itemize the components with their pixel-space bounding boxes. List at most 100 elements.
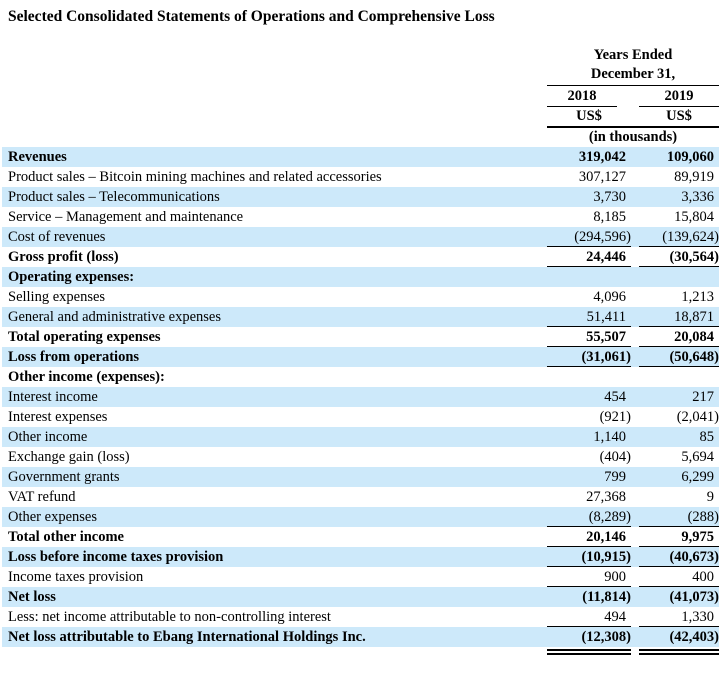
row-label: Service – Management and maintenance bbox=[8, 209, 244, 225]
amount: 15,804 bbox=[674, 209, 714, 225]
value-2019: 217 bbox=[639, 387, 719, 407]
value-2018: (12,308) bbox=[547, 627, 631, 647]
amount: (10,915) bbox=[581, 548, 631, 565]
amount: (40,673) bbox=[669, 548, 719, 565]
value-2019: 9,975 bbox=[639, 527, 719, 547]
statement-row: Product sales – Bitcoin mining machines … bbox=[2, 167, 719, 187]
value-2018: 454 bbox=[547, 387, 631, 407]
statement-row: Other income (expenses): bbox=[2, 367, 719, 387]
column-gap bbox=[631, 387, 639, 407]
value-2018 bbox=[547, 267, 631, 287]
statement-title: Selected Consolidated Statements of Oper… bbox=[8, 8, 495, 25]
amount: 89,919 bbox=[674, 169, 714, 185]
value-2018: 319,042 bbox=[547, 147, 631, 167]
value-2019: (139,624) bbox=[639, 227, 719, 247]
value-2019 bbox=[639, 367, 719, 387]
amount: 51,411 bbox=[586, 308, 626, 325]
value-2018: 1,140 bbox=[547, 427, 631, 447]
row-label: Product sales – Telecommunications bbox=[8, 189, 220, 205]
statement-row: Total operating expenses 55,507 20,084 bbox=[2, 327, 719, 347]
currency-2019-header: US$ bbox=[666, 108, 692, 124]
amount: 319,042 bbox=[578, 149, 626, 165]
amount: 9,975 bbox=[681, 528, 714, 545]
value-2018: (11,814) bbox=[547, 587, 631, 607]
column-gap bbox=[631, 607, 639, 627]
column-gap bbox=[631, 407, 639, 427]
value-2018: (294,596) bbox=[547, 227, 631, 247]
column-gap bbox=[631, 187, 639, 207]
row-label: Interest income bbox=[8, 389, 98, 405]
amount: 3,730 bbox=[593, 189, 626, 205]
row-label: Other expenses bbox=[8, 509, 97, 525]
column-gap bbox=[631, 307, 639, 327]
row-label: Product sales – Bitcoin mining machines … bbox=[8, 169, 382, 185]
column-gap bbox=[631, 147, 639, 167]
column-gap bbox=[631, 627, 639, 647]
amount: 1,330 bbox=[681, 608, 714, 625]
column-gap bbox=[631, 507, 639, 527]
statement-row: Revenues 319,042 109,060 bbox=[2, 147, 719, 167]
column-gap bbox=[631, 587, 639, 607]
value-2019: (2,041) bbox=[639, 407, 719, 427]
currency-header-row: US$ US$ bbox=[547, 107, 719, 128]
value-2019: 15,804 bbox=[639, 207, 719, 227]
amount: (8,289) bbox=[588, 508, 631, 525]
value-2019: 89,919 bbox=[639, 167, 719, 187]
column-gap bbox=[631, 427, 639, 447]
value-2018: 494 bbox=[547, 607, 631, 627]
statement-row: Interest income 454 217 bbox=[2, 387, 719, 407]
statement-row: Total other income 20,146 9,975 bbox=[2, 527, 719, 547]
statement-row: Exchange gain (loss) (404) 5,694 bbox=[2, 447, 719, 467]
row-label: Loss from operations bbox=[8, 349, 140, 365]
value-2019: 1,330 bbox=[639, 607, 719, 627]
amount: 20,146 bbox=[586, 528, 626, 545]
row-label: Government grants bbox=[8, 469, 120, 485]
column-gap bbox=[631, 567, 639, 587]
statement-row: General and administrative expenses 51,41… bbox=[2, 307, 719, 327]
double-rule-2018 bbox=[547, 649, 631, 655]
value-2019: 9 bbox=[639, 487, 719, 507]
column-gap bbox=[631, 367, 639, 387]
row-label: Revenues bbox=[8, 149, 67, 165]
amount: 494 bbox=[604, 608, 626, 625]
value-2018: 900 bbox=[547, 567, 631, 587]
row-label: Income taxes provision bbox=[8, 569, 144, 585]
amount: 55,507 bbox=[586, 328, 626, 345]
amount: (921) bbox=[599, 409, 631, 425]
year-2019-header: 2019 bbox=[639, 86, 719, 107]
currency-2018-header: US$ bbox=[576, 108, 602, 124]
statement-row: Income taxes provision 900 400 bbox=[2, 567, 719, 587]
column-gap bbox=[631, 447, 639, 467]
amount: 1,140 bbox=[593, 429, 626, 445]
amount: 900 bbox=[604, 568, 626, 585]
amount: 8,185 bbox=[593, 209, 626, 225]
value-2019: 109,060 bbox=[639, 147, 719, 167]
row-label: Total other income bbox=[8, 529, 124, 545]
value-2019: 5,694 bbox=[639, 447, 719, 467]
statement-row: Less: net income attributable to non-con… bbox=[2, 607, 719, 627]
period-line-1: Years Ended bbox=[593, 47, 673, 63]
value-2018: (921) bbox=[547, 407, 631, 427]
amount: 454 bbox=[604, 389, 626, 405]
row-label: Loss before income taxes provision bbox=[8, 549, 224, 565]
statement-row: Net loss attributable to Ebang Internati… bbox=[2, 627, 719, 647]
column-gap bbox=[631, 167, 639, 187]
amount: 5,694 bbox=[681, 449, 714, 465]
amount: 307,127 bbox=[578, 169, 626, 185]
column-gap bbox=[631, 247, 639, 267]
amount: 6,299 bbox=[681, 469, 714, 485]
value-2019: 85 bbox=[639, 427, 719, 447]
column-header: Years Ended December 31, 2018 2019 US$ U… bbox=[547, 46, 719, 147]
statement-row: Product sales – Telecommunications 3,730 3… bbox=[2, 187, 719, 207]
amount: 109,060 bbox=[666, 149, 714, 165]
value-2019: (30,564) bbox=[639, 247, 719, 267]
value-2019: (288) bbox=[639, 507, 719, 527]
row-label: Net loss bbox=[8, 589, 56, 605]
amount: 217 bbox=[692, 389, 714, 405]
amount: 400 bbox=[692, 568, 714, 585]
row-label: Interest expenses bbox=[8, 409, 108, 425]
period-line-2: December 31, bbox=[590, 66, 676, 82]
amount: 24,446 bbox=[586, 248, 626, 265]
row-label: VAT refund bbox=[8, 489, 76, 505]
row-label: Exchange gain (loss) bbox=[8, 449, 130, 465]
